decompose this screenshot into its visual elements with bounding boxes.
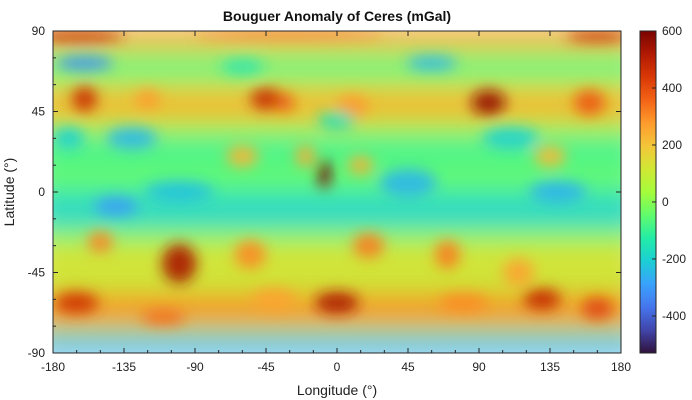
x-tick-label: -45 — [257, 360, 275, 374]
anomaly-feature — [337, 95, 369, 117]
anomaly-feature — [195, 31, 385, 39]
anomaly-feature — [275, 93, 295, 112]
anomaly-feature — [220, 59, 265, 74]
colorbar-tick-label: 0 — [662, 195, 669, 209]
x-tick-label: 135 — [540, 360, 560, 374]
anomaly-feature — [352, 233, 385, 259]
anomaly-feature — [135, 90, 161, 108]
y-axis-title: Latitude (°) — [1, 158, 17, 227]
anomaly-features — [53, 31, 621, 325]
anomaly-feature — [54, 292, 99, 314]
chart-title: Bouguer Anomaly of Ceres (mGal) — [223, 8, 451, 24]
anomaly-feature — [318, 159, 331, 189]
y-tick-label: -90 — [28, 346, 46, 360]
x-tick-label: -180 — [41, 360, 65, 374]
y-axis: 90 45 0 -45 -90 — [28, 24, 621, 360]
anomaly-feature — [437, 293, 489, 312]
anomaly-feature — [106, 127, 158, 150]
y-tick-label: 0 — [38, 185, 45, 199]
anomaly-feature — [314, 292, 360, 314]
anomaly-feature — [502, 258, 535, 287]
colorbar-ticks: 600 400 200 0 -200 -400 — [652, 24, 686, 323]
anomaly-feature — [529, 181, 587, 203]
anomaly-feature — [161, 243, 197, 284]
anomaly-feature — [471, 90, 506, 116]
colorbar-tick-label: 200 — [662, 138, 682, 152]
anomaly-feature — [348, 156, 374, 175]
anomaly-feature — [379, 168, 437, 198]
x-axis: -180 -135 -90 -45 0 45 90 135 180 — [41, 31, 631, 374]
anomaly-feature — [482, 127, 539, 150]
colorbar-tick-label: 400 — [662, 81, 682, 95]
anomaly-feature — [234, 240, 266, 269]
colorbar — [639, 30, 657, 354]
anomaly-feature — [534, 145, 566, 167]
x-tick-label: 180 — [611, 360, 631, 374]
anomaly-feature — [226, 145, 259, 167]
latitude-band — [53, 341, 621, 353]
anomaly-feature — [144, 181, 214, 203]
anomaly-feature — [251, 288, 296, 311]
anomaly-feature — [295, 145, 315, 167]
x-tick-label: 90 — [472, 360, 486, 374]
anomaly-feature — [573, 90, 606, 116]
anomaly-feature — [250, 88, 282, 110]
anomaly-feature — [87, 231, 113, 253]
anomaly-feature — [565, 31, 621, 42]
y-tick-label: -45 — [28, 266, 46, 280]
colorbar-tick-label: -200 — [662, 252, 686, 266]
anomaly-feature — [56, 56, 113, 71]
anomaly-feature — [53, 127, 85, 150]
anomaly-feature — [141, 310, 186, 325]
anomaly-feature — [581, 297, 614, 320]
y-tick-label: 45 — [32, 105, 46, 119]
heatmap-plot-area — [53, 31, 621, 353]
colorbar-tick-label: 600 — [662, 24, 682, 38]
y-tick-label: 90 — [32, 24, 46, 38]
x-tick-label: -90 — [186, 360, 204, 374]
anomaly-feature — [94, 197, 139, 216]
colorbar-tick-label: -400 — [662, 309, 686, 323]
x-tick-label: 0 — [334, 360, 341, 374]
anomaly-feature — [434, 240, 461, 269]
x-axis-title: Longitude (°) — [297, 382, 377, 398]
anomaly-feature — [523, 288, 562, 311]
x-tick-label: 45 — [401, 360, 415, 374]
anomaly-feature — [318, 111, 356, 130]
anomaly-feature — [406, 56, 457, 71]
anomaly-feature — [53, 31, 124, 42]
x-tick-label: -135 — [112, 360, 136, 374]
anomaly-feature — [71, 86, 98, 112]
